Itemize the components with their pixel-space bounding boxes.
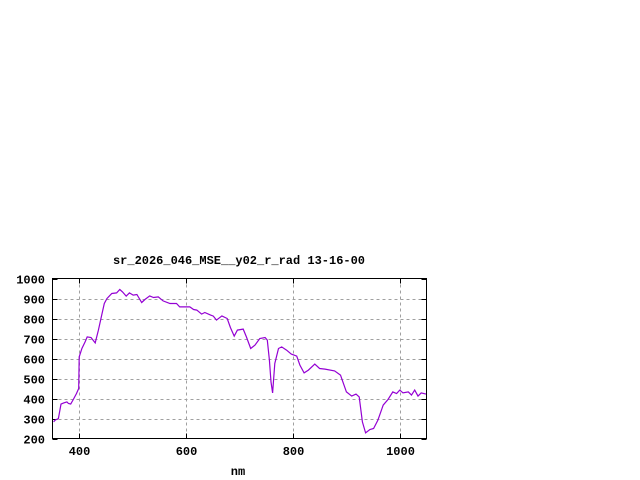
grid — [52, 278, 427, 439]
x-axis-label: nm — [231, 465, 245, 479]
chart-title: sr_2026_046_MSE__y02_r_rad 13-16-00 — [113, 254, 365, 268]
x-axis-ticks: 400 600 800 1000 — [69, 278, 415, 459]
y-tick-label: 900 — [23, 294, 45, 308]
y-tick-label: 1000 — [16, 274, 45, 288]
y-tick-label: 700 — [23, 334, 45, 348]
x-tick-label: 600 — [176, 445, 198, 459]
y-tick-label: 400 — [23, 394, 45, 408]
y-tick-label: 600 — [23, 354, 45, 368]
x-tick-label: 400 — [69, 445, 91, 459]
y-axis-ticks: 200 300 400 500 600 700 800 900 1000 — [16, 274, 427, 448]
y-tick-label: 300 — [23, 414, 45, 428]
series-line — [53, 288, 427, 434]
x-tick-label: 1000 — [386, 445, 415, 459]
y-tick-label: 800 — [23, 314, 45, 328]
y-tick-label: 500 — [23, 374, 45, 388]
plot-border — [52, 278, 427, 439]
y-tick-label: 200 — [23, 434, 45, 448]
x-tick-label: 800 — [283, 445, 305, 459]
